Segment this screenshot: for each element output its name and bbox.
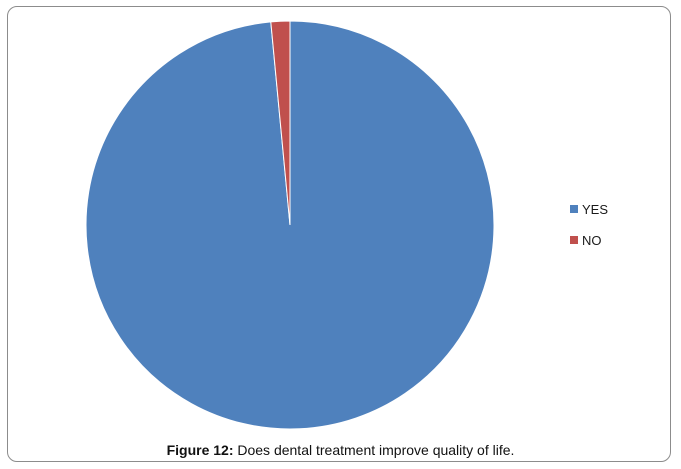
legend-label-yes: YES xyxy=(582,201,609,217)
figure-caption: Figure 12: Does dental treatment improve… xyxy=(0,442,681,458)
legend-label-no: NO xyxy=(582,232,602,248)
legend-item-yes: YES xyxy=(570,201,608,217)
legend-swatch-no xyxy=(570,236,578,244)
legend-item-no: NO xyxy=(570,232,608,248)
pie-slice-no xyxy=(270,20,291,226)
caption-label: Figure 12: xyxy=(166,442,234,458)
legend: YES NO xyxy=(570,201,608,263)
caption-text: Does dental treatment improve quality of… xyxy=(233,442,515,458)
legend-swatch-yes xyxy=(570,205,578,213)
pie-slices xyxy=(85,20,495,430)
